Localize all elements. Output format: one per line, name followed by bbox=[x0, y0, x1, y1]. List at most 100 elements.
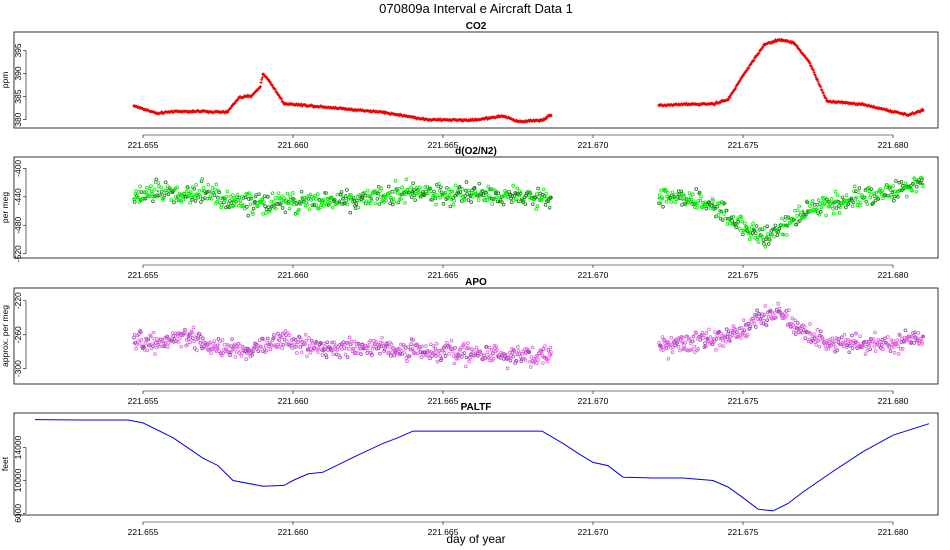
x-tick-label: 221.680 bbox=[878, 270, 909, 280]
scatter-mark bbox=[437, 182, 441, 186]
scatter-mark bbox=[451, 349, 455, 354]
scatter-mark bbox=[798, 49, 802, 53]
scatter-mark bbox=[347, 335, 352, 340]
scatter-mark bbox=[423, 185, 428, 189]
scatter-mark bbox=[399, 196, 403, 201]
scatter-mark bbox=[212, 339, 217, 343]
scatter-mark bbox=[424, 344, 428, 348]
scatter-mark bbox=[462, 198, 467, 202]
scatter-mark bbox=[433, 196, 438, 201]
y-tick-label: -520 bbox=[13, 245, 23, 262]
scatter-mark bbox=[218, 200, 222, 205]
scatter-mark bbox=[660, 335, 665, 339]
scatter-mark bbox=[345, 355, 350, 359]
scatter-mark bbox=[148, 194, 153, 198]
scatter-mark bbox=[132, 335, 136, 340]
scatter-mark bbox=[793, 318, 797, 323]
scatter-mark bbox=[858, 200, 863, 205]
data-line bbox=[34, 419, 930, 512]
scatter-mark bbox=[916, 331, 921, 335]
scatter-mark bbox=[815, 77, 819, 81]
series-d-o2-n2-segment-2 bbox=[657, 175, 925, 249]
scatter-mark bbox=[707, 327, 711, 332]
scatter-mark bbox=[863, 352, 868, 356]
scatter-mark bbox=[817, 344, 822, 349]
scatter-mark bbox=[279, 198, 284, 202]
scatter-mark bbox=[409, 195, 414, 199]
scatter-mark bbox=[466, 341, 470, 345]
scatter-mark bbox=[313, 193, 317, 198]
scatter-mark bbox=[213, 187, 217, 192]
scatter-mark bbox=[692, 344, 696, 349]
x-tick-label: 221.665 bbox=[428, 140, 459, 150]
scatter-mark bbox=[288, 194, 292, 199]
scatter-mark bbox=[477, 181, 482, 186]
scatter-mark bbox=[491, 351, 495, 356]
scatter-mark bbox=[873, 330, 877, 335]
scatter-mark bbox=[762, 318, 766, 323]
y-tick-label: -220 bbox=[13, 292, 23, 309]
scatter-mark bbox=[289, 201, 294, 205]
scatter-mark bbox=[535, 361, 539, 365]
scatter-mark bbox=[179, 200, 184, 204]
scatter-mark bbox=[142, 196, 146, 201]
scatter-mark bbox=[307, 336, 311, 340]
scatter-mark bbox=[258, 84, 262, 88]
scatter-mark bbox=[775, 233, 780, 237]
scatter-mark bbox=[334, 201, 339, 205]
scatter-mark bbox=[170, 331, 175, 335]
scatter-mark bbox=[443, 194, 447, 198]
scatter-mark bbox=[338, 355, 342, 360]
scatter-mark bbox=[139, 338, 144, 342]
scatter-mark bbox=[749, 225, 754, 229]
x-axis-label: day of year bbox=[446, 532, 505, 546]
scatter-mark bbox=[485, 350, 490, 354]
scatter-mark bbox=[345, 202, 350, 207]
scatter-mark bbox=[888, 349, 893, 353]
scatter-mark bbox=[244, 357, 248, 361]
x-tick-label: 221.665 bbox=[428, 396, 459, 406]
scatter-mark bbox=[340, 202, 344, 206]
scatter-mark bbox=[179, 344, 184, 349]
y-tick-label: 395 bbox=[13, 43, 23, 57]
scatter-mark bbox=[783, 218, 787, 222]
scatter-mark bbox=[359, 352, 363, 356]
scatter-mark bbox=[719, 331, 724, 336]
scatter-mark bbox=[132, 200, 137, 204]
scatter-mark bbox=[263, 211, 268, 215]
scatter-mark bbox=[852, 184, 857, 189]
series-d-o2-n2-segment-1 bbox=[132, 177, 553, 218]
scatter-mark bbox=[815, 328, 820, 332]
scatter-mark bbox=[293, 198, 297, 202]
scatter-mark bbox=[209, 351, 213, 355]
scatter-mark bbox=[295, 202, 299, 206]
scatter-mark bbox=[217, 190, 221, 195]
scatter-mark bbox=[751, 221, 755, 226]
scatter-mark bbox=[331, 352, 336, 357]
scatter-mark bbox=[276, 191, 281, 195]
scatter-mark bbox=[457, 185, 462, 189]
scatter-mark bbox=[669, 335, 673, 340]
scatter-mark bbox=[762, 241, 766, 246]
scatter-mark bbox=[466, 198, 471, 202]
scatter-mark bbox=[816, 79, 820, 83]
scatter-mark bbox=[438, 196, 442, 200]
scatter-mark bbox=[749, 62, 753, 66]
scatter-mark bbox=[736, 82, 740, 86]
scatter-mark bbox=[174, 195, 178, 199]
scatter-mark bbox=[162, 193, 167, 198]
scatter-mark bbox=[756, 240, 761, 244]
scatter-mark bbox=[407, 191, 412, 195]
scatter-mark bbox=[139, 190, 144, 194]
scatter-mark bbox=[761, 44, 765, 48]
scatter-mark bbox=[708, 335, 713, 339]
y-axis-label: approx. per meg bbox=[0, 305, 10, 367]
scatter-mark bbox=[243, 206, 247, 211]
y-tick-label: 385 bbox=[13, 89, 23, 103]
scatter-mark bbox=[742, 73, 746, 77]
scatter-mark bbox=[704, 206, 709, 211]
scatter-mark bbox=[451, 202, 456, 207]
scatter-mark bbox=[819, 205, 824, 210]
scatter-mark bbox=[393, 178, 398, 183]
data-point bbox=[156, 189, 160, 193]
